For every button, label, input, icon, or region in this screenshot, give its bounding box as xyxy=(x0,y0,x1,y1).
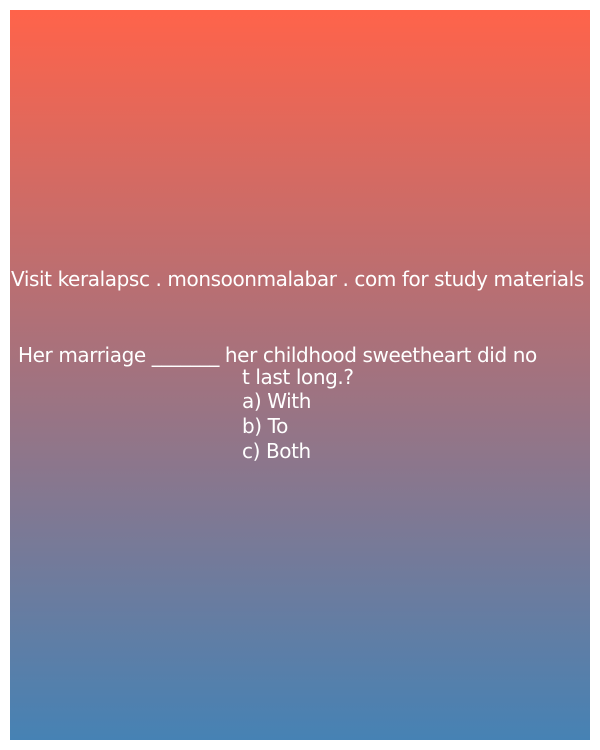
option-c: c) Both xyxy=(242,439,311,463)
question-text-line-2: t last long.? xyxy=(242,365,354,389)
option-a: a) With xyxy=(242,389,312,413)
option-b: b) To xyxy=(242,414,288,438)
answer-options: a) With b) To c) Both xyxy=(242,389,311,464)
question-card: Visit keralapsc . monsoonmalabar . com f… xyxy=(10,10,590,740)
study-materials-banner: Visit keralapsc . monsoonmalabar . com f… xyxy=(11,267,584,291)
question-text-line-1: Her marriage _______ her childhood sweet… xyxy=(18,343,537,367)
